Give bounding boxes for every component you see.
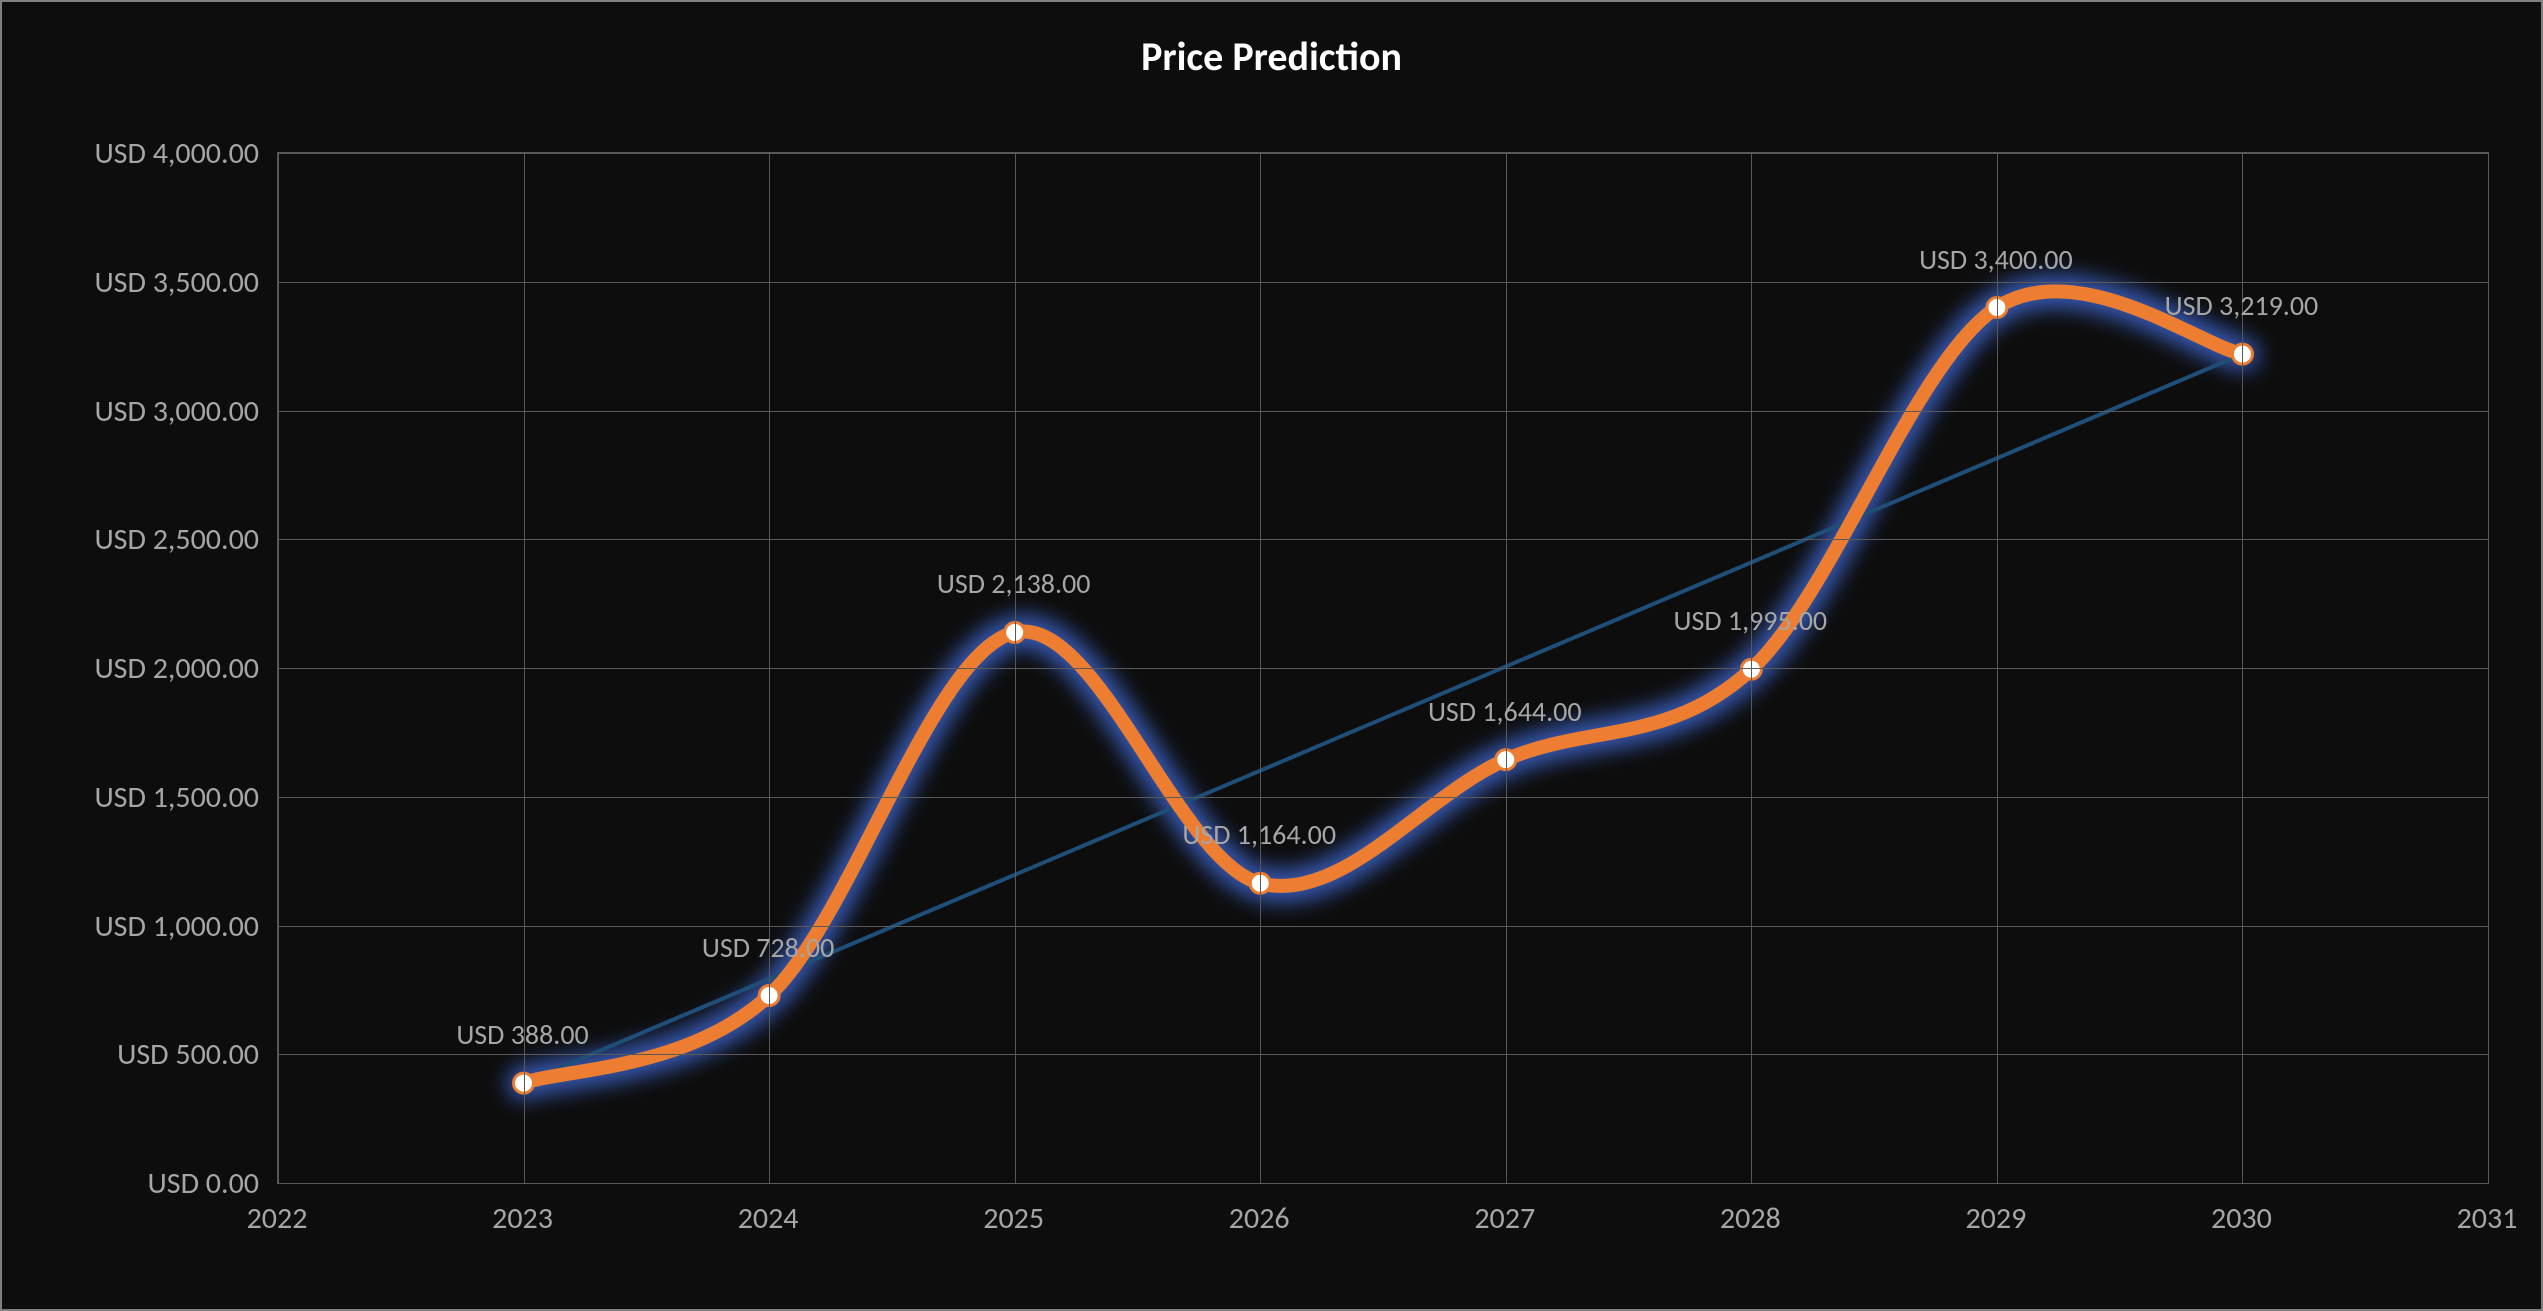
trend-line <box>524 354 2243 1083</box>
plot-area <box>277 152 2489 1184</box>
y-axis-tick-label: USD 0.00 <box>148 1165 259 1202</box>
y-axis-tick-label: USD 500.00 <box>117 1036 259 1073</box>
data-point-label: USD 2,138.00 <box>937 566 1091 601</box>
data-point-label: USD 388.00 <box>456 1017 588 1052</box>
x-axis-tick-label: 2031 <box>2457 1200 2518 1237</box>
data-point-label: USD 1,995.00 <box>1674 603 1828 638</box>
y-axis-tick-label: USD 4,000.00 <box>94 135 259 172</box>
grid-line-horizontal <box>278 539 2488 540</box>
data-point-label: USD 1,644.00 <box>1428 694 1582 729</box>
chart-title: Price Prediction <box>2 32 2541 81</box>
y-axis-tick-label: USD 2,000.00 <box>94 650 259 687</box>
chart-frame: Price Prediction 2022 2023 2024 2025 2026 202… <box>0 0 2543 1311</box>
x-axis-tick-label: 2025 <box>983 1200 1044 1237</box>
grid-line-vertical <box>2488 153 2489 1183</box>
grid-line-horizontal <box>278 153 2488 154</box>
y-axis-tick-label: USD 1,000.00 <box>94 908 259 945</box>
y-axis-tick-label: USD 1,500.00 <box>94 779 259 816</box>
grid-line-horizontal <box>278 1054 2488 1055</box>
y-axis-tick-label: USD 2,500.00 <box>94 521 259 558</box>
data-point-label: USD 3,219.00 <box>2165 288 2319 323</box>
grid-line-horizontal <box>278 926 2488 927</box>
x-axis-tick-label: 2023 <box>492 1200 553 1237</box>
x-axis-tick-label: 2029 <box>1965 1200 2026 1237</box>
x-axis-tick-label: 2027 <box>1474 1200 1535 1237</box>
data-point-label: USD 1,164.00 <box>1182 817 1336 852</box>
data-point-label: USD 3,400.00 <box>1919 242 2073 277</box>
x-axis-tick-label: 2026 <box>1229 1200 1290 1237</box>
x-axis-tick-label: 2022 <box>247 1200 308 1237</box>
x-axis-tick-label: 2030 <box>2211 1200 2272 1237</box>
grid-line-horizontal <box>278 411 2488 412</box>
grid-line-horizontal <box>278 1183 2488 1184</box>
grid-line-horizontal <box>278 282 2488 283</box>
data-point-label: USD 728.00 <box>702 930 834 965</box>
grid-line-horizontal <box>278 797 2488 798</box>
grid-line-horizontal <box>278 668 2488 669</box>
x-axis-tick-label: 2024 <box>738 1200 799 1237</box>
y-axis-tick-label: USD 3,500.00 <box>94 264 259 301</box>
y-axis-tick-label: USD 3,000.00 <box>94 393 259 430</box>
x-axis-tick-label: 2028 <box>1720 1200 1781 1237</box>
